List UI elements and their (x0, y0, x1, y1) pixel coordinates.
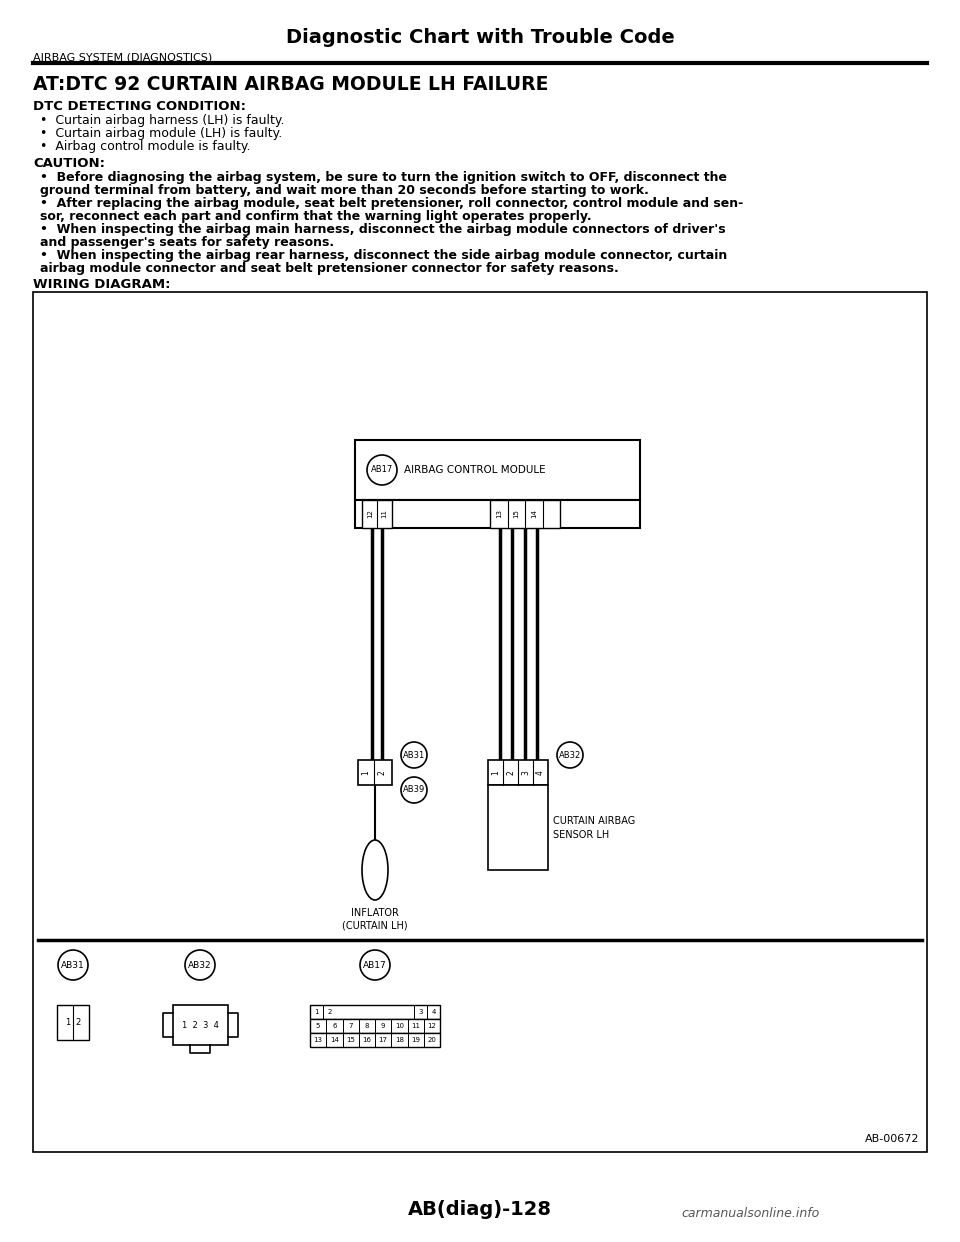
Text: 3: 3 (419, 1009, 422, 1015)
Text: •  When inspecting the airbag main harness, disconnect the airbag module connect: • When inspecting the airbag main harnes… (40, 224, 726, 236)
Text: •  Before diagnosing the airbag system, be sure to turn the ignition switch to O: • Before diagnosing the airbag system, b… (40, 171, 727, 184)
Text: AB32: AB32 (188, 960, 212, 970)
Text: 10: 10 (395, 1023, 404, 1030)
Bar (57, 1005, 89, 1040)
Text: 12: 12 (427, 1023, 436, 1030)
Circle shape (58, 950, 88, 980)
Text: AB-00672: AB-00672 (865, 1134, 919, 1144)
Text: 16: 16 (362, 1037, 372, 1043)
Text: 6: 6 (332, 1023, 337, 1030)
Bar (355, 501, 640, 528)
Text: •  When inspecting the airbag rear harness, disconnect the side airbag module co: • When inspecting the airbag rear harnes… (40, 248, 728, 262)
Text: INFLATOR: INFLATOR (351, 908, 399, 918)
Text: 2: 2 (327, 1009, 332, 1015)
Circle shape (401, 777, 427, 804)
Text: WIRING DIAGRAM:: WIRING DIAGRAM: (33, 278, 171, 291)
Text: 11: 11 (381, 509, 387, 518)
Text: 17: 17 (378, 1037, 388, 1043)
Bar (173, 1005, 228, 1045)
Text: AT:DTC 92 CURTAIN AIRBAG MODULE LH FAILURE: AT:DTC 92 CURTAIN AIRBAG MODULE LH FAILU… (33, 75, 548, 94)
Circle shape (367, 455, 397, 484)
Text: 15: 15 (514, 509, 519, 518)
Text: •  Curtain airbag harness (LH) is faulty.: • Curtain airbag harness (LH) is faulty. (40, 114, 284, 127)
Text: Diagnostic Chart with Trouble Code: Diagnostic Chart with Trouble Code (286, 29, 674, 47)
Ellipse shape (362, 840, 388, 900)
Text: 2: 2 (377, 770, 387, 775)
Text: 12: 12 (367, 509, 373, 518)
Text: AIRBAG SYSTEM (DIAGNOSTICS): AIRBAG SYSTEM (DIAGNOSTICS) (33, 52, 212, 62)
Text: 15: 15 (347, 1037, 355, 1043)
Circle shape (360, 950, 390, 980)
Bar (362, 501, 392, 528)
Bar (358, 760, 392, 785)
Text: 13: 13 (495, 509, 502, 518)
Text: sor, reconnect each part and confirm that the warning light operates properly.: sor, reconnect each part and confirm tha… (40, 210, 591, 224)
Text: CAUTION:: CAUTION: (33, 156, 105, 170)
Text: 7: 7 (348, 1023, 353, 1030)
Circle shape (557, 741, 583, 768)
Text: 1  2  3  4: 1 2 3 4 (181, 1021, 219, 1030)
Text: •  After replacing the airbag module, seat belt pretensioner, roll connector, co: • After replacing the airbag module, sea… (40, 197, 743, 210)
Bar (488, 760, 548, 785)
Text: and passenger's seats for safety reasons.: and passenger's seats for safety reasons… (40, 236, 334, 248)
Text: AB17: AB17 (363, 960, 387, 970)
Circle shape (185, 950, 215, 980)
Bar (310, 1005, 440, 1018)
Text: AB31: AB31 (403, 750, 425, 760)
Text: AIRBAG CONTROL MODULE: AIRBAG CONTROL MODULE (404, 465, 545, 474)
Text: 2: 2 (76, 1018, 81, 1027)
Text: 1: 1 (491, 770, 500, 775)
Bar (490, 501, 560, 528)
Text: 18: 18 (395, 1037, 404, 1043)
Text: 3: 3 (521, 770, 530, 775)
Text: (CURTAIN LH): (CURTAIN LH) (342, 920, 408, 930)
Circle shape (401, 741, 427, 768)
Bar (310, 1018, 440, 1033)
Text: airbag module connector and seat belt pretensioner connector for safety reasons.: airbag module connector and seat belt pr… (40, 262, 619, 274)
Bar (310, 1033, 440, 1047)
Text: •  Curtain airbag module (LH) is faulty.: • Curtain airbag module (LH) is faulty. (40, 127, 282, 140)
Text: 13: 13 (314, 1037, 323, 1043)
Bar (355, 440, 640, 501)
Text: 1: 1 (362, 770, 371, 775)
Text: DTC DETECTING CONDITION:: DTC DETECTING CONDITION: (33, 101, 246, 113)
Text: 1: 1 (65, 1018, 71, 1027)
Text: 8: 8 (365, 1023, 370, 1030)
Text: CURTAIN AIRBAG: CURTAIN AIRBAG (553, 816, 636, 826)
Text: AB(diag)-128: AB(diag)-128 (408, 1200, 552, 1218)
Text: 1: 1 (314, 1009, 319, 1015)
Bar (488, 785, 548, 869)
Text: carmanualsonline.info: carmanualsonline.info (682, 1207, 820, 1220)
Text: 4: 4 (431, 1009, 436, 1015)
Text: 11: 11 (411, 1023, 420, 1030)
Text: 4: 4 (536, 770, 545, 775)
Text: •  Airbag control module is faulty.: • Airbag control module is faulty. (40, 140, 251, 153)
Text: 14: 14 (330, 1037, 339, 1043)
Text: AB39: AB39 (403, 785, 425, 795)
Text: AB32: AB32 (559, 750, 581, 760)
Text: AB17: AB17 (371, 466, 394, 474)
Text: SENSOR LH: SENSOR LH (553, 830, 610, 840)
Text: 9: 9 (381, 1023, 385, 1030)
Text: ground terminal from battery, and wait more than 20 seconds before starting to w: ground terminal from battery, and wait m… (40, 184, 649, 197)
Text: AB31: AB31 (61, 960, 84, 970)
Text: 14: 14 (531, 509, 537, 518)
Text: 2: 2 (506, 770, 515, 775)
Bar (33, 292, 927, 1153)
Text: 5: 5 (316, 1023, 321, 1030)
Text: 19: 19 (411, 1037, 420, 1043)
Text: 20: 20 (427, 1037, 436, 1043)
